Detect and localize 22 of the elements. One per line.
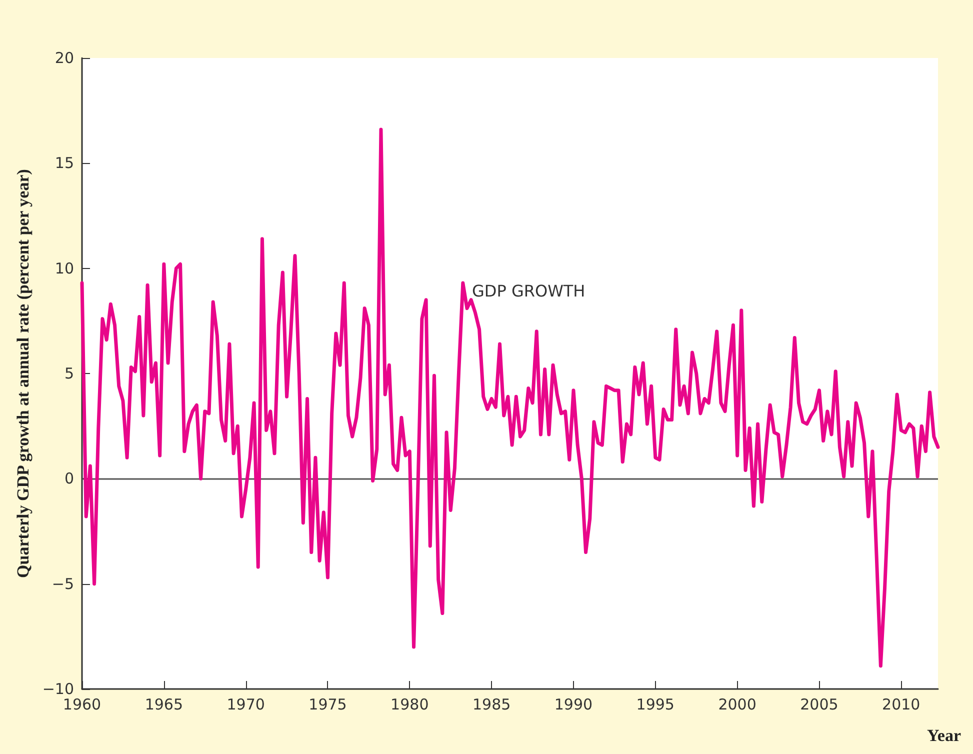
annotation: GDP GROWTH — [472, 282, 586, 300]
x-tick-label: 1960 — [62, 696, 102, 714]
y-tick-label: 10 — [54, 259, 74, 278]
x-tick-label: 2005 — [800, 696, 838, 714]
x-tick-label: 1980 — [390, 696, 429, 714]
y-axis-title: Quarterly GDP growth at annual rate (percent per year) — [13, 169, 32, 578]
x-tick-label: 1995 — [636, 696, 674, 714]
y-tick-label: −5 — [52, 574, 74, 593]
line-series — [80, 128, 940, 668]
y-tick-label: −10 — [42, 680, 74, 698]
x-axis-title: Year — [927, 726, 962, 745]
x-tick-label: 2010 — [882, 696, 920, 714]
x-tick-label: 1990 — [554, 696, 593, 714]
x-tick-label: 2000 — [718, 696, 756, 714]
x-tick-label: 1975 — [308, 696, 347, 714]
x-tick-label: 1985 — [472, 696, 511, 714]
x-tick-label: 1965 — [144, 696, 184, 714]
y-tick-label: 0 — [64, 470, 74, 488]
y-tick-label: 20 — [54, 49, 74, 67]
y-tick-label: 5 — [64, 364, 74, 382]
y-tick-label: 15 — [54, 154, 74, 172]
x-tick-label: 1970 — [226, 696, 265, 714]
